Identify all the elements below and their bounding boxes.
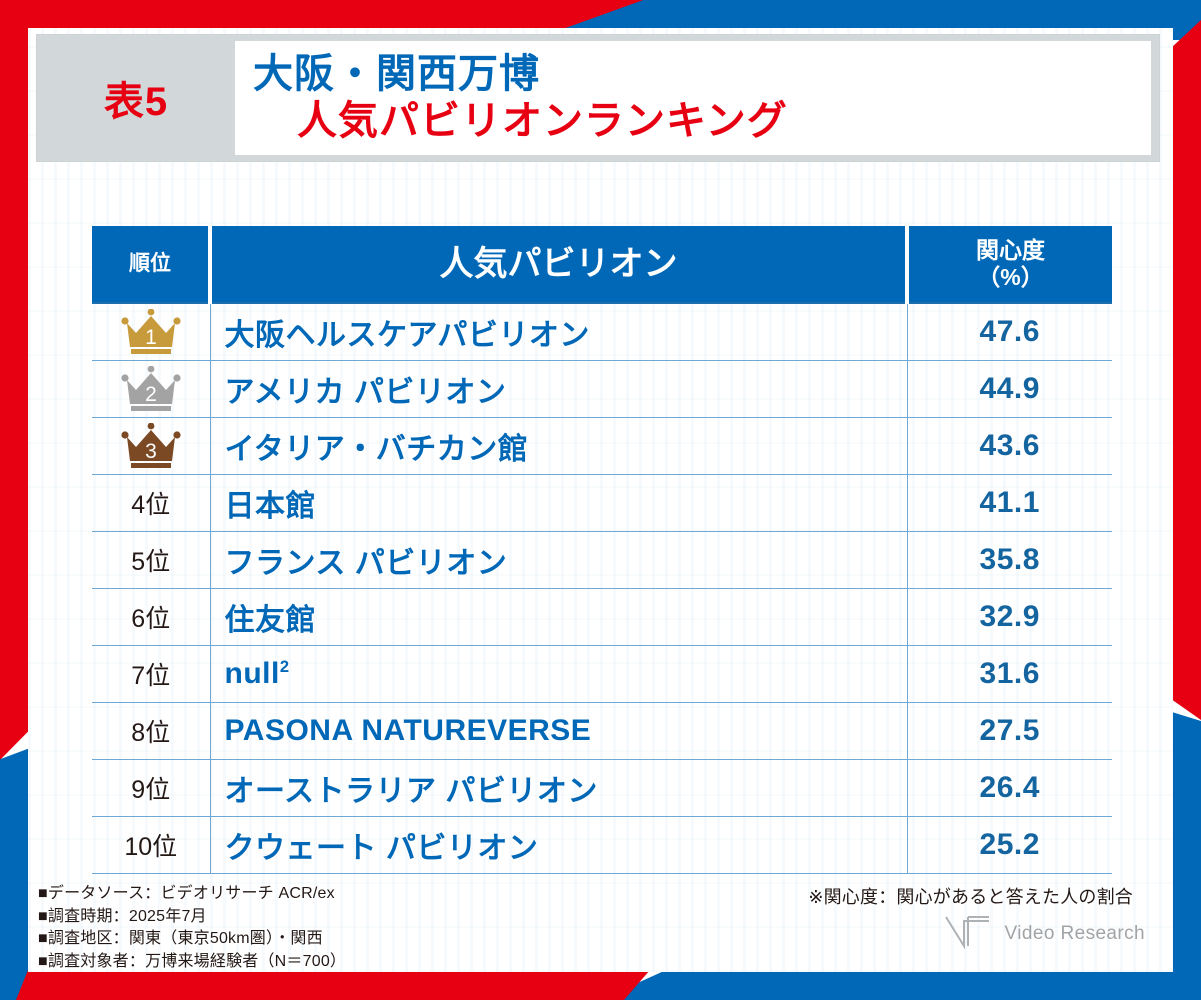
cell-rank: 2	[92, 360, 211, 418]
cell-pavilion-name: クウェート パビリオン	[210, 816, 908, 874]
cell-pavilion-name: 日本館	[210, 474, 908, 532]
cell-interest-score: 25.2	[907, 816, 1112, 874]
table-row: 3 イタリア・バチカン館 43.6	[92, 417, 1112, 475]
title-block: 大阪・関西万博 人気パビリオンランキング	[235, 41, 1151, 155]
column-header-rank: 順位	[92, 226, 212, 303]
footnotes: ■データソース：ビデオリサーチ ACR/ex ■調査時期：2025年7月 ■調査…	[38, 883, 346, 972]
table-row: 1 大阪ヘルスケアパビリオン 47.6	[92, 302, 1112, 361]
svg-text:3: 3	[145, 440, 157, 463]
brand-logo-text: Video Research	[1004, 922, 1145, 944]
table-row: 9位 オーストラリア パビリオン 26.4	[92, 759, 1112, 817]
silver-crown-icon: 2	[92, 361, 210, 417]
page-title-line1: 大阪・関西万博	[253, 51, 540, 96]
table-row: 4位 日本館 41.1	[92, 474, 1112, 532]
frame-band-right-red	[1171, 20, 1201, 720]
pavilion-name-superscript: 2	[279, 658, 290, 676]
cell-interest-score: 41.1	[907, 474, 1112, 532]
cell-pavilion-name: イタリア・バチカン館	[210, 417, 908, 475]
cell-interest-score: 47.6	[907, 302, 1112, 361]
cell-rank: 8位	[92, 702, 211, 760]
table-row: 2 アメリカ パビリオン 44.9	[92, 360, 1112, 418]
footnote-period: ■調査時期：2025年7月	[38, 907, 207, 925]
title-bar: 表5 大阪・関西万博 人気パビリオンランキング	[36, 34, 1160, 162]
cell-interest-score: 35.8	[907, 531, 1112, 589]
frame-band-left-blue	[0, 748, 30, 1000]
interest-definition-note: ※関心度：関心があると答えた人の割合	[808, 887, 1133, 907]
cell-interest-score: 32.9	[907, 588, 1112, 646]
frame-band-bottom-blue-right	[600, 970, 1201, 1000]
slide-canvas: 表5 大阪・関西万博 人気パビリオンランキング 順位 人気パビリオン 関心度 （…	[28, 28, 1173, 972]
frame-band-right-blue-top	[1171, 0, 1201, 40]
footnote-area: ■調査地区：関東（東京50km圏）・関西	[38, 930, 323, 948]
frame-band-bottom-blue-left	[0, 970, 28, 1000]
vr-logo-icon	[943, 913, 995, 954]
page-title-line2: 人気パビリオンランキング	[297, 99, 788, 143]
bronze-crown-icon: 3	[92, 418, 210, 474]
footnote-respondents: ■調査対象者：万博来場経験者（N＝700）	[38, 953, 347, 971]
cell-rank: 10位	[92, 816, 211, 874]
cell-interest-score: 26.4	[907, 759, 1112, 817]
cell-rank: 6位	[92, 588, 211, 646]
cell-pavilion-name: null2	[210, 645, 908, 703]
frame-band-right-blue	[1171, 711, 1201, 1000]
svg-text:2: 2	[145, 383, 157, 406]
footnote-datasource: ■データソース：ビデオリサーチ ACR/ex	[38, 885, 335, 902]
frame-band-top-blue	[560, 0, 1201, 30]
column-header-interest-line2: （%）	[977, 264, 1044, 290]
cell-pavilion-name: PASONA NATUREVERSE	[210, 702, 908, 760]
svg-text:1: 1	[145, 326, 157, 349]
cell-rank: 5位	[92, 531, 211, 589]
cell-interest-score: 44.9	[907, 360, 1112, 418]
cell-interest-score: 43.6	[907, 417, 1112, 475]
table-body: 1 大阪ヘルスケアパビリオン 47.6 2 アメリカ パビリオン 44.9 3 イタリア・バチ…	[92, 302, 1112, 874]
cell-rank: 1	[92, 302, 211, 361]
column-header-pavilion: 人気パビリオン	[210, 226, 909, 303]
cell-pavilion-name: フランス パビリオン	[210, 531, 908, 589]
table-row: 6位 住友館 32.9	[92, 588, 1112, 646]
cell-interest-score: 31.6	[907, 645, 1112, 703]
cell-pavilion-name: 住友館	[210, 588, 908, 646]
frame-band-top-red	[0, 0, 660, 30]
frame-band-bottom-red	[0, 970, 650, 1000]
cell-interest-score: 27.5	[907, 702, 1112, 760]
cell-pavilion-name: アメリカ パビリオン	[210, 360, 908, 418]
cell-pavilion-name: 大阪ヘルスケアパビリオン	[210, 302, 908, 361]
ranking-table: 順位 人気パビリオン 関心度 （%） 1 大阪ヘルスケアパビリオン 47.6 2 アメリ…	[92, 226, 1112, 874]
table-number-label: 表5	[103, 80, 169, 124]
cell-rank: 9位	[92, 759, 211, 817]
table-row: 5位 フランス パビリオン 35.8	[92, 531, 1112, 589]
cell-pavilion-name: オーストラリア パビリオン	[210, 759, 908, 817]
gold-crown-icon: 1	[92, 304, 210, 360]
cell-rank: 3	[92, 417, 211, 475]
column-header-interest-line1: 関心度	[976, 236, 1045, 263]
table-header: 順位 人気パビリオン 関心度 （%）	[92, 226, 1112, 303]
cell-rank: 7位	[92, 645, 211, 703]
cell-rank: 4位	[92, 474, 211, 532]
table-row: 10位 クウェート パビリオン 25.2	[92, 816, 1112, 874]
table-header-row: 順位 人気パビリオン 関心度 （%）	[92, 226, 1112, 303]
column-header-interest: 関心度 （%）	[907, 226, 1112, 303]
table-row: 8位 PASONA NATUREVERSE 27.5	[92, 702, 1112, 760]
table-row: 7位 null2 31.6	[92, 645, 1112, 703]
frame-band-left-red	[0, 0, 30, 760]
brand-logo: Video Research	[943, 913, 1145, 954]
